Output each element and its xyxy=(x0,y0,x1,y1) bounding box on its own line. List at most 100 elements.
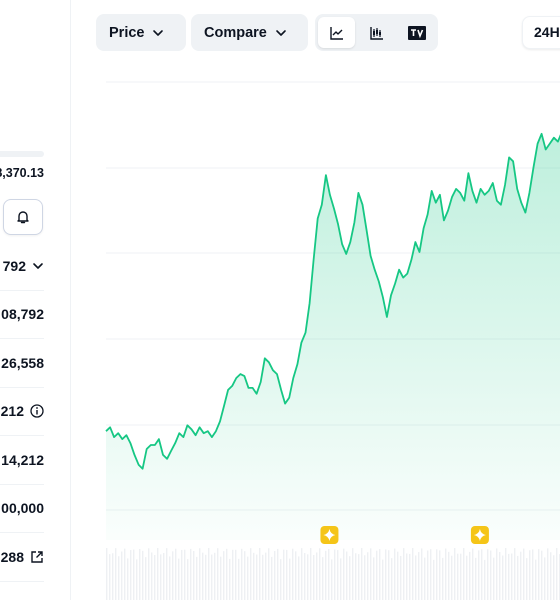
volume-bar xyxy=(547,548,549,600)
volume-bar xyxy=(337,550,339,600)
volume-bar xyxy=(556,548,558,600)
volume-bar xyxy=(346,551,348,600)
chevron-down-icon[interactable] xyxy=(32,260,44,272)
volume-bar xyxy=(190,548,192,600)
price-alert-button[interactable] xyxy=(3,199,43,235)
stat-value: 212 xyxy=(0,403,24,419)
volume-bar xyxy=(379,549,381,600)
volume-bar xyxy=(256,554,258,600)
volume-bar xyxy=(484,559,486,600)
volume-bar xyxy=(274,550,276,600)
candlestick-mode-button[interactable] xyxy=(358,17,395,48)
stat-row[interactable]: 288 xyxy=(0,533,44,582)
volume-bars xyxy=(106,548,560,600)
volume-bar xyxy=(499,552,501,600)
volume-bar xyxy=(322,557,324,600)
line-chart-mode-button[interactable] xyxy=(318,17,355,48)
volume-bar xyxy=(385,549,387,600)
volume-bar xyxy=(187,559,189,600)
volume-bar xyxy=(286,549,288,600)
volume-bar xyxy=(394,548,396,600)
volume-bar xyxy=(277,548,279,600)
info-icon[interactable] xyxy=(30,404,44,418)
volume-bar xyxy=(136,559,138,600)
volume-bar xyxy=(109,554,111,600)
stat-value: 00,000 xyxy=(1,500,44,516)
volume-bar xyxy=(271,556,273,600)
volume-bar xyxy=(118,556,120,600)
time-range-button[interactable]: 24H xyxy=(522,16,560,49)
event-marker-icon[interactable] xyxy=(320,526,339,544)
stats-panel: 8,370.13 792 08,792 26,558 212 14,212 00,000 2… xyxy=(0,0,71,600)
stat-row[interactable]: 792 xyxy=(0,242,44,291)
volume-bar xyxy=(367,552,369,600)
volume-bar xyxy=(460,553,462,600)
volume-bar xyxy=(553,555,555,600)
volume-bar xyxy=(364,555,366,600)
volume-bar xyxy=(433,559,435,600)
volume-bar xyxy=(418,552,420,600)
tradingview-icon xyxy=(407,25,426,40)
volume-bar xyxy=(514,548,516,600)
price-area-fill xyxy=(106,133,560,540)
stat-row: 00,000 xyxy=(0,484,44,533)
stat-row: 08,792 xyxy=(0,290,44,339)
volume-bar xyxy=(439,550,441,600)
volume-bar xyxy=(355,553,357,600)
volume-bar xyxy=(472,548,474,600)
volume-bar xyxy=(319,548,321,600)
volume-bar xyxy=(181,549,183,600)
stat-row[interactable]: 212 xyxy=(0,387,44,436)
volume-bar xyxy=(343,548,345,600)
volume-bar xyxy=(265,552,267,600)
volume-bar xyxy=(391,558,393,600)
chevron-down-icon xyxy=(153,29,164,36)
volume-bar xyxy=(529,550,531,600)
volume-bar xyxy=(172,551,174,600)
volume-bar xyxy=(532,549,534,600)
bell-icon xyxy=(17,211,29,224)
volume-bar xyxy=(358,554,360,600)
volume-bar xyxy=(331,559,333,600)
volume-bar xyxy=(259,548,261,600)
volume-bar xyxy=(202,552,204,600)
tradingview-mode-button[interactable] xyxy=(398,17,435,48)
volume-bar xyxy=(349,556,351,600)
external-link-icon[interactable] xyxy=(30,550,44,564)
volume-bar xyxy=(226,548,228,600)
volume-bar xyxy=(163,553,165,600)
compare-dropdown-label: Compare xyxy=(204,24,267,41)
volume-bar xyxy=(469,551,471,600)
volume-bar xyxy=(127,558,129,600)
price-dropdown-label: Price xyxy=(109,24,145,41)
volume-bar xyxy=(475,557,477,600)
volume-bar xyxy=(382,559,384,600)
price-dropdown[interactable]: Price xyxy=(96,14,186,51)
volume-bar xyxy=(229,558,231,600)
volume-bar xyxy=(421,548,423,600)
volume-bar xyxy=(445,548,447,600)
volume-bar xyxy=(289,558,291,600)
volume-bar xyxy=(166,548,168,600)
event-marker-icon[interactable] xyxy=(470,526,489,544)
volume-bar xyxy=(412,548,414,600)
volume-bar xyxy=(160,554,162,600)
volume-bar xyxy=(253,552,255,600)
volume-bar xyxy=(427,550,429,600)
volume-bar xyxy=(115,548,117,600)
compare-dropdown[interactable]: Compare xyxy=(191,14,308,51)
volume-bar xyxy=(388,550,390,600)
volume-bar xyxy=(301,548,303,600)
volume-bar xyxy=(232,549,234,600)
volume-bar xyxy=(157,548,159,600)
volume-bar xyxy=(430,549,432,600)
volume-bar xyxy=(175,548,177,600)
volume-bar xyxy=(436,549,438,600)
volume-bar xyxy=(244,551,246,600)
volume-bar xyxy=(184,549,186,600)
volume-bar xyxy=(238,558,240,600)
volume-bar xyxy=(313,555,315,600)
volume-bar xyxy=(211,554,213,600)
volume-bar xyxy=(406,553,408,600)
